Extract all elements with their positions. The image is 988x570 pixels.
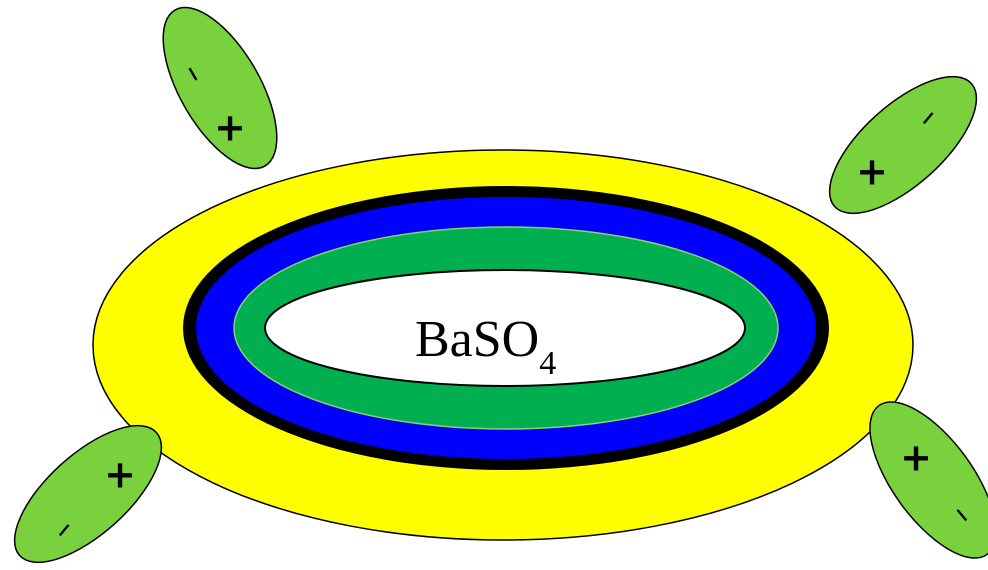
core-label-subscript: 4 [539, 345, 556, 382]
dipole-bottom-right: + – [869, 401, 988, 559]
positive-sign: + [856, 150, 888, 194]
core-particle [264, 269, 746, 387]
positive-sign: + [214, 106, 246, 150]
dipole-top-right: – + [828, 75, 978, 215]
dipole-body [869, 401, 988, 559]
dipole-top-left: – + [162, 6, 278, 170]
dipole-body [828, 75, 978, 215]
core-label-main: BaSO [415, 311, 539, 368]
dipole-body [13, 424, 163, 564]
positive-sign: + [104, 453, 136, 497]
dipole-bottom-left: + – [13, 424, 163, 564]
core-label: BaSO4 [415, 311, 556, 382]
dipole-body [162, 6, 278, 170]
positive-sign: + [900, 436, 932, 480]
